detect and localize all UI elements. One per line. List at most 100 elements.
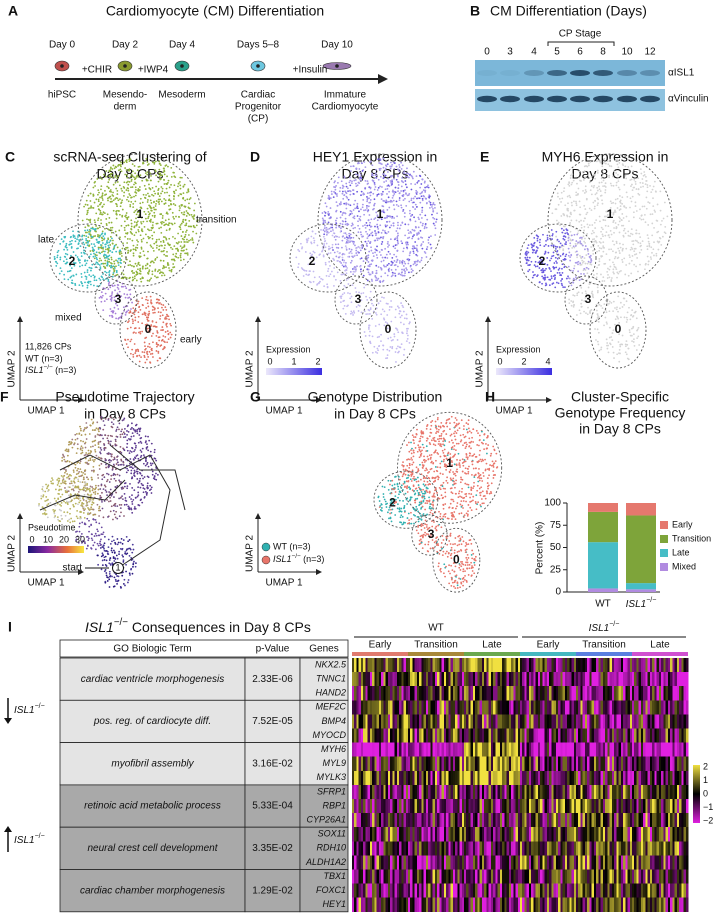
cell-point: [604, 234, 607, 237]
cell-point: [94, 444, 97, 447]
cell-point: [142, 462, 145, 465]
cell-point: [377, 277, 380, 280]
cell-point: [312, 237, 315, 240]
cell-point: [110, 299, 113, 302]
cell-point: [135, 221, 138, 224]
cell-point: [116, 543, 119, 546]
cell-point: [563, 225, 566, 228]
cell-point: [151, 273, 154, 276]
cell-point: [186, 252, 189, 255]
cell-point: [168, 237, 171, 240]
cell-point: [188, 214, 191, 216]
cell-point: [120, 295, 123, 298]
cell-point: [599, 190, 602, 192]
cell-point: [99, 176, 102, 178]
cell-point: [365, 242, 368, 245]
cell-point: [110, 256, 113, 259]
cell-point: [98, 203, 101, 206]
cell-point: [180, 241, 183, 243]
cell-point: [97, 446, 100, 449]
cell-point: [93, 257, 96, 260]
cell-point: [103, 476, 106, 479]
cell-point: [121, 547, 124, 550]
cell-point: [89, 221, 92, 224]
cell-point: [386, 214, 389, 217]
cell-point: [552, 254, 555, 257]
cell-point: [357, 181, 360, 184]
cell-point: [402, 181, 405, 184]
cell-point: [410, 232, 412, 234]
cell-point: [596, 291, 599, 294]
cell-point: [150, 301, 152, 303]
cell-point: [109, 308, 112, 310]
cell-point: [622, 217, 625, 219]
cell-point: [147, 313, 150, 316]
cell-point: [132, 278, 135, 281]
cell-point: [145, 358, 148, 361]
cell-point: [587, 248, 589, 251]
cell-point: [604, 182, 607, 185]
cell-point: [104, 256, 107, 259]
cell-point: [564, 232, 567, 235]
cell-point: [143, 184, 146, 187]
cell-point: [187, 189, 190, 192]
cluster-name: mixed: [55, 313, 82, 324]
cell-point: [352, 242, 355, 245]
cell-point: [111, 291, 114, 294]
cell-point: [192, 217, 195, 220]
cell-point: [536, 255, 539, 258]
cell-point: [652, 197, 654, 200]
cell-point: [110, 478, 112, 481]
cell-point: [605, 231, 608, 234]
cell-point: [360, 179, 363, 182]
cell-point: [139, 252, 142, 254]
cell-point: [165, 317, 168, 320]
cell-point: [376, 214, 379, 217]
cell-point: [184, 233, 187, 236]
cell-point: [640, 218, 643, 221]
cell-point: [101, 232, 104, 235]
cell-point: [422, 194, 425, 197]
cell-point: [126, 187, 129, 189]
cell-point: [389, 165, 392, 168]
cell-point: [432, 208, 434, 210]
cell-point: [400, 185, 403, 188]
cell-point: [119, 257, 121, 260]
cell-point: [390, 200, 393, 203]
cell-point: [133, 343, 136, 345]
cell-point: [112, 209, 115, 212]
cell-point: [149, 172, 152, 175]
cell-point: [329, 197, 332, 200]
cell-point: [171, 223, 174, 226]
cell-point: [359, 231, 362, 234]
cell-point: [191, 237, 194, 240]
cell-point: [132, 254, 135, 257]
cell-point: [146, 350, 149, 353]
cell-point: [379, 254, 382, 256]
cell-point: [334, 278, 337, 281]
cell-point: [76, 256, 79, 258]
cell-point: [581, 171, 584, 174]
cluster-outline: [589, 291, 647, 369]
cell-point: [131, 432, 134, 434]
cell-point: [124, 167, 127, 169]
cell-point: [555, 281, 558, 284]
cell-point: [558, 272, 561, 274]
cell-point: [106, 499, 108, 501]
cell-point: [616, 316, 619, 319]
cell-point: [400, 314, 403, 317]
cell-point: [369, 221, 371, 224]
cell-point: [656, 231, 659, 234]
cell-point: [402, 323, 405, 326]
cell-point: [399, 224, 402, 227]
cell-point: [123, 485, 126, 488]
cell-point: [356, 254, 358, 257]
cell-point: [134, 200, 137, 203]
cell-point: [299, 242, 302, 245]
cell-point: [82, 478, 85, 481]
cell-point: [397, 221, 399, 224]
arrow-head: [255, 316, 261, 322]
cell-point: [141, 313, 144, 316]
cell-point: [89, 280, 92, 283]
cell-point: [542, 269, 545, 272]
